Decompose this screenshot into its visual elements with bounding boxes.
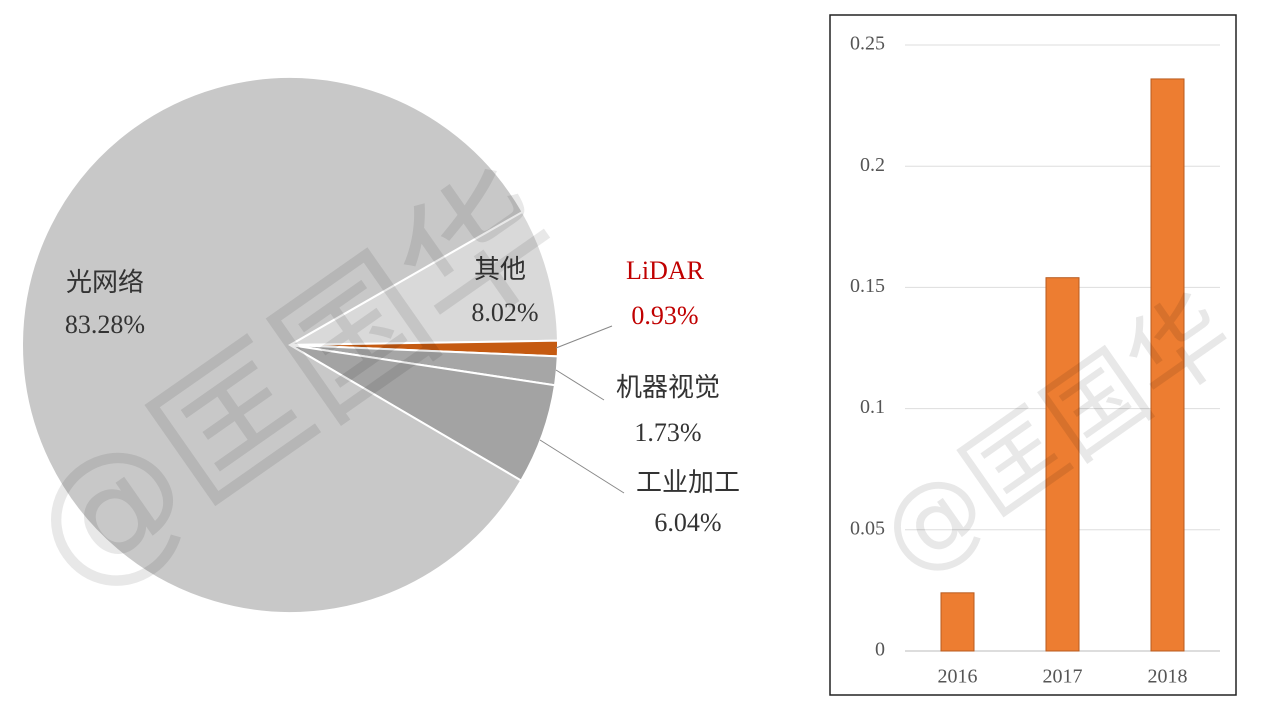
slice-value-label: 1.73% [634,418,701,447]
pie-slice [289,210,559,346]
y-tick-label: 0.25 [850,33,885,55]
slice-label: 机器视觉 [616,373,720,402]
x-tick-label: 2018 [1148,666,1188,688]
slice-value-label: 83.28% [65,310,145,339]
bar [940,592,975,652]
slice-value-label: 6.04% [654,508,721,537]
slice-label: LiDAR [626,256,705,285]
y-tick-label: 0.15 [850,275,885,297]
x-tick-label: 2017 [1043,666,1083,688]
slice-label: 工业加工 [636,468,740,497]
y-tick-label: 0 [875,639,885,661]
slice-value-label: 0.93% [631,301,698,330]
x-tick-label: 2016 [938,666,978,688]
leader-line [555,325,613,349]
slice-value-label: 8.02% [471,298,538,327]
bar [1045,277,1080,652]
leader-line [539,439,625,494]
slice-label: 光网络 [66,268,144,297]
bar-chart-frame [829,14,1237,696]
y-tick-label: 0.05 [850,517,885,539]
slice-label: 其他 [474,255,526,284]
pie-slice [21,76,524,614]
leader-line [555,369,605,401]
bar [1150,78,1185,652]
y-tick-label: 0.1 [860,396,885,418]
marks: 其他 8.02% LiDAR 0.93% 机器视觉 1.73% 工业加工 6.04% 光网络 83… [21,33,1220,688]
y-tick-label: 0.2 [860,154,885,176]
